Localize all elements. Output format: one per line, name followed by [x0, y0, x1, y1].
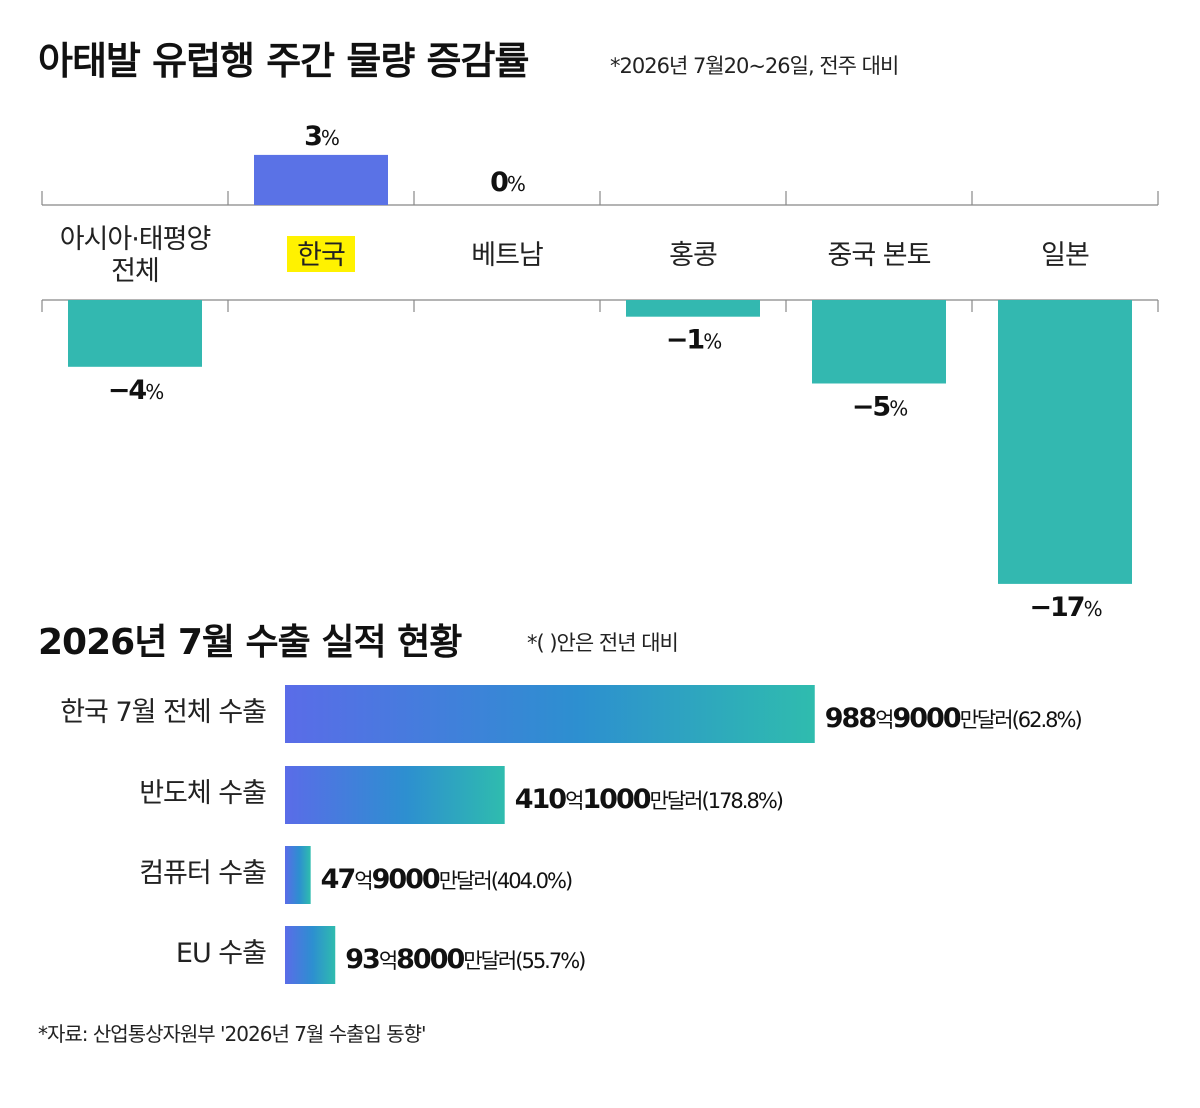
bar [626, 300, 760, 317]
value-unit: % [145, 380, 163, 404]
value-number: 3 [304, 121, 321, 152]
value-number: −1 [666, 325, 704, 356]
value-label: −5% [852, 392, 907, 423]
export-value-number: 93 [345, 944, 379, 975]
value-label: −1% [666, 325, 721, 356]
export-value-number: 988 [825, 703, 877, 734]
export-value-label: 47억9000만달러(404.0%) [321, 864, 572, 895]
export-bar [285, 846, 311, 904]
value-unit: % [889, 397, 907, 421]
value-label: −4% [108, 375, 163, 406]
export-value-label: 410억1000만달러(178.8%) [515, 784, 783, 815]
chart2-title: 2026년 7월 수출 실적 현황 [38, 622, 462, 663]
export-bar [285, 685, 815, 743]
export-value-label: 93억8000만달러(55.7%) [345, 944, 585, 975]
export-value-number: 410 [515, 784, 567, 815]
export-value-number: 47 [321, 864, 355, 895]
bar [998, 300, 1132, 584]
value-label: 3% [304, 121, 339, 152]
value-unit: % [1084, 597, 1102, 621]
value-unit: % [507, 172, 525, 196]
highlight-marker [287, 236, 355, 272]
bar [68, 300, 202, 367]
export-value-unit: 억 [354, 869, 371, 893]
export-yoy-change: (62.8%) [1012, 708, 1082, 732]
export-value-number: 9000 [372, 864, 440, 895]
value-label: −17% [1029, 592, 1101, 623]
chart1-note: *2026년 7월20~26일, 전주 대비 [610, 54, 899, 78]
value-unit: % [321, 126, 339, 150]
export-bar [285, 766, 505, 824]
export-category-label: EU 수출 [176, 938, 266, 969]
bar [254, 154, 388, 205]
export-yoy-change: (178.8%) [702, 789, 783, 813]
export-value-number: 1000 [582, 784, 650, 815]
export-yoy-change: (55.7%) [515, 949, 585, 973]
export-value-number: 9000 [892, 703, 960, 734]
category-label: 한국 [297, 240, 345, 271]
export-value-number: 8000 [396, 944, 464, 975]
export-value-unit: 만달러 [960, 708, 1012, 732]
export-category-label: 컴퓨터 수출 [139, 858, 266, 889]
chart2-note: *( )안은 전년 대비 [527, 631, 679, 655]
export-value-unit: 억 [875, 708, 892, 732]
export-value-unit: 만달러 [463, 949, 515, 973]
value-number: −5 [852, 392, 890, 423]
value-number: −4 [108, 375, 147, 406]
category-label: 중국 본토 [828, 240, 931, 271]
export-value-unit: 억 [565, 789, 582, 813]
export-value-unit: 억 [379, 949, 396, 973]
bar [812, 300, 946, 384]
export-value-unit: 만달러 [650, 789, 702, 813]
source-note: *자료: 산업통상자원부 '2026년 7월 수출입 동향' [38, 1022, 427, 1046]
category-label: 베트남 [471, 240, 543, 271]
category-label: 전체 [111, 256, 159, 287]
category-label: 아시아·태평양 [60, 224, 211, 255]
export-bar [285, 926, 336, 984]
export-value-unit: 만달러 [439, 869, 491, 893]
value-label: 0% [490, 167, 525, 198]
category-label: 홍콩 [669, 240, 717, 271]
chart1-title: 아태발 유럽행 주간 물량 증감률 [38, 39, 529, 83]
value-unit: % [703, 330, 721, 354]
export-category-label: 반도체 수출 [139, 778, 266, 809]
category-label: 일본 [1041, 240, 1089, 271]
value-number: −17 [1029, 592, 1083, 623]
export-value-label: 988억9000만달러(62.8%) [825, 703, 1082, 734]
export-category-label: 한국 7월 전체 수출 [60, 697, 266, 728]
export-yoy-change: (404.0%) [491, 869, 572, 893]
value-number: 0 [490, 167, 508, 198]
